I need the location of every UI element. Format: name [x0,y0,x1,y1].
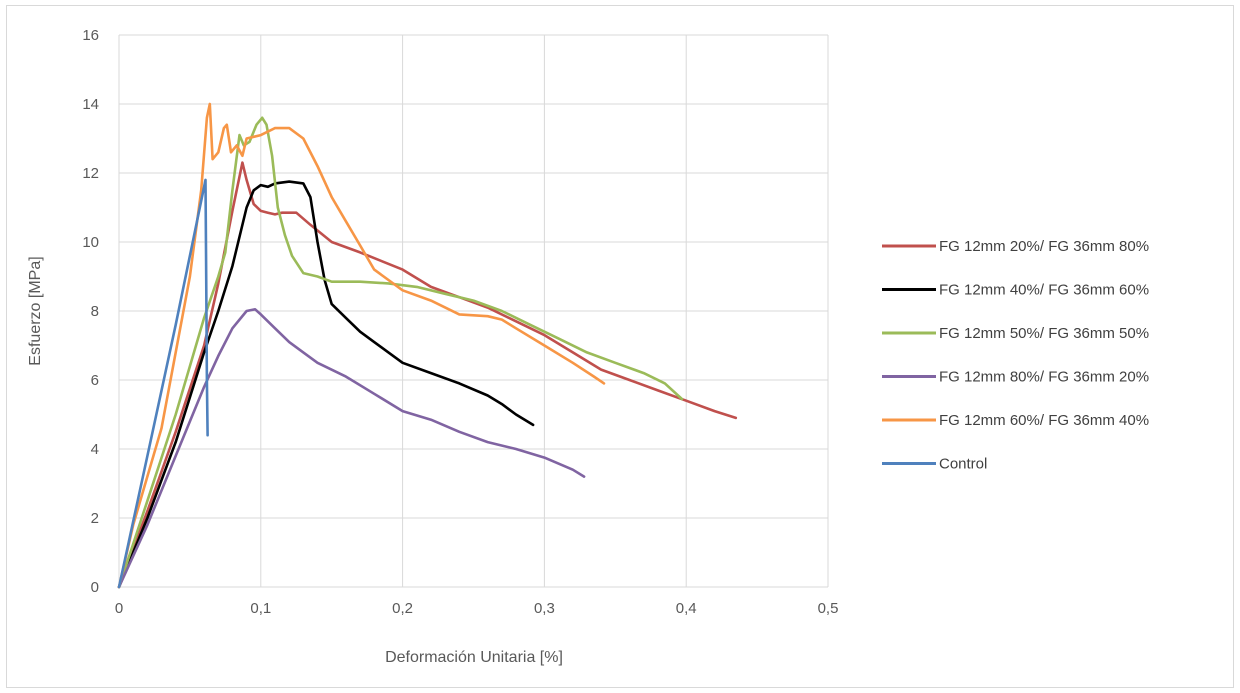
series-line-6 [117,178,209,589]
legend: FG 12mm 20%/ FG 36mm 80% FG 12mm 40%/ FG … [882,238,1149,473]
y-tick-label: 2 [91,510,99,527]
x-tick-label: 0,5 [818,600,839,617]
y-tick-label: 12 [82,165,99,182]
series-line-2 [117,180,535,589]
legend-label: FG 12mm 20%/ FG 36mm 80% [939,238,1149,255]
y-tick-label: 4 [91,441,99,458]
x-tick-label: 0,2 [392,600,413,617]
y-tick-label: 10 [82,234,99,251]
gridlines [119,34,829,587]
x-axis-title: Deformación Unitaria [%] [385,649,563,666]
x-tick-label: 0,4 [676,600,697,617]
tick-labels: 0 0,1 0,2 0,3 0,4 0,5 0 2 4 6 8 10 12 14 16 [82,27,838,617]
series-line-4 [117,307,586,589]
series-line-3 [117,116,684,589]
legend-label: Control [939,456,987,473]
legend-label: FG 12mm 50%/ FG 36mm 50% [939,325,1149,342]
y-tick-label: 16 [82,27,99,44]
series-lines [117,102,738,589]
x-tick-label: 0 [115,600,123,617]
x-tick-label: 0,1 [250,600,271,617]
series-line-5 [117,102,606,589]
legend-label: FG 12mm 80%/ FG 36mm 20% [939,369,1149,386]
y-tick-label: 14 [82,96,99,113]
series-line-1 [117,161,738,589]
axes [118,35,828,588]
legend-label: FG 12mm 40%/ FG 36mm 60% [939,282,1149,299]
y-tick-label: 0 [91,579,99,596]
y-tick-label: 8 [91,303,99,320]
legend-label: FG 12mm 60%/ FG 36mm 40% [939,412,1149,429]
y-axis-title: Esfuerzo [MPa] [27,256,44,365]
y-tick-label: 6 [91,372,99,389]
x-tick-label: 0,3 [534,600,555,617]
